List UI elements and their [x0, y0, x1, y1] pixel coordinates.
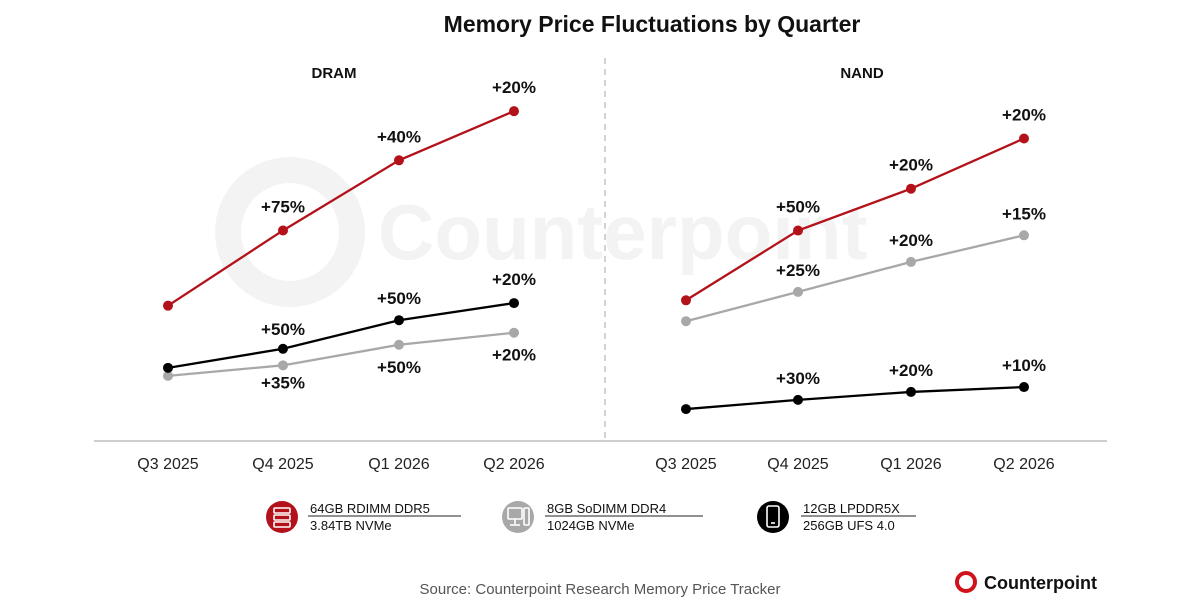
dram-black-series-data-label: +20%: [492, 270, 536, 289]
dram-black-series-point: [278, 343, 288, 354]
nand-black-series-line: [685, 385, 1025, 411]
nand-black-series-data-label: +20%: [889, 361, 933, 380]
legend-label-primary: 64GB RDIMM DDR5: [310, 501, 430, 516]
source-note: Source: Counterpoint Research Memory Pri…: [420, 581, 781, 598]
nand-red-series-data-label: +50%: [776, 198, 820, 217]
dram-red-series-point: [278, 225, 288, 236]
legend-label-secondary: 256GB UFS 4.0: [803, 518, 895, 533]
dram-gray-series-point: [163, 370, 173, 381]
dram-red-series-data-label: +20%: [492, 78, 536, 97]
dram-black-series-point: [394, 315, 404, 326]
dram-tick-label: Q3 2025: [137, 456, 198, 473]
nand-red-series-point: [906, 183, 916, 194]
dram-black-series-data-label: +50%: [261, 320, 305, 339]
brand-logo-icon: [955, 571, 977, 593]
brand-name: Counterpoint: [984, 573, 1097, 593]
nand-red-series-data-label: +20%: [1002, 105, 1046, 124]
legend-label-secondary: 1024GB NVMe: [547, 518, 634, 533]
dram-red-series-point: [163, 300, 173, 311]
dram-gray-series-point: [394, 339, 404, 350]
legend-label-primary: 8GB SoDIMM DDR4: [547, 501, 666, 516]
nand-black-series-point: [1019, 382, 1029, 393]
legend: 64GB RDIMM DDR5 3.84TB NVMe 8GB SoDIMM D…: [266, 501, 916, 533]
nand-tick-label: Q3 2025: [655, 456, 716, 473]
server-icon: [273, 507, 291, 528]
desktop-icon: [507, 507, 530, 526]
nand-red-series-point: [793, 225, 803, 236]
nand-red-series-data-label: +20%: [889, 156, 933, 175]
dram-gray-series-line: [167, 331, 515, 378]
legend-item-rdimm: 64GB RDIMM DDR5 3.84TB NVMe: [266, 501, 461, 533]
legend-swatch: [266, 501, 298, 533]
nand-gray-series-data-label: +15%: [1002, 204, 1046, 223]
legend-item-sodimm: 8GB SoDIMM DDR4 1024GB NVMe: [502, 501, 703, 533]
watermark: Counterpoint: [215, 157, 868, 307]
dram-gray-series-point: [278, 360, 288, 371]
nand-black-series-data-label: +10%: [1002, 356, 1046, 375]
nand-gray-series-point: [681, 316, 691, 327]
dram-panel-title: DRAM: [312, 65, 357, 82]
nand-panel-title: NAND: [840, 65, 883, 82]
nand-gray-series-point: [906, 256, 916, 267]
legend-label-primary: 12GB LPDDR5X: [803, 501, 900, 516]
legend-item-lpddr: 12GB LPDDR5X 256GB UFS 4.0: [757, 501, 916, 533]
nand-tick-label: Q4 2025: [767, 456, 828, 473]
dram-black-series-line: [167, 301, 515, 369]
watermark-logo-ring: [215, 157, 365, 307]
nand-gray-series-point: [793, 286, 803, 297]
dram-gray-series-point: [509, 327, 519, 338]
dram-red-series-line: [167, 110, 515, 307]
smartphone-icon: [766, 505, 780, 528]
dram-gray-series-data-label: +50%: [377, 358, 421, 377]
watermark-text: Counterpoint: [378, 188, 868, 276]
nand-tick-label: Q2 2026: [993, 456, 1054, 473]
nand-gray-series-data-label: +25%: [776, 261, 820, 280]
nand-black-series-point: [793, 394, 803, 405]
chart-title: Memory Price Fluctuations by Quarter: [444, 11, 861, 37]
nand-black-series-point: [681, 404, 691, 415]
dram-tick-label: Q1 2026: [368, 456, 429, 473]
dram-red-series-point: [509, 106, 519, 117]
nand-gray-series-data-label: +20%: [889, 231, 933, 250]
dram-red-series-data-label: +40%: [377, 127, 421, 146]
nand-gray-series-line: [685, 234, 1025, 323]
dram-tick-label: Q2 2026: [483, 456, 544, 473]
dram-red-series-data-label: +75%: [261, 197, 305, 216]
brand-logo: Counterpoint: [955, 571, 1097, 593]
dram-plot: +75% +40% +20% +35% +50% +20% +50% +50% +20%: [163, 78, 536, 392]
nand-plot: +50% +20% +20% +25% +20% +15% +30% +20% +10%: [681, 105, 1046, 415]
dram-black-series-data-label: +50%: [377, 289, 421, 308]
dram-black-series-point: [163, 362, 173, 373]
legend-swatch: [757, 501, 789, 533]
dram-gray-series-data-label: +35%: [261, 373, 305, 392]
nand-red-series-point: [681, 295, 691, 306]
dram-gray-series-data-label: +20%: [492, 346, 536, 365]
nand-gray-series-point: [1019, 230, 1029, 241]
nand-tick-label: Q1 2026: [880, 456, 941, 473]
legend-label-secondary: 3.84TB NVMe: [310, 518, 392, 533]
dram-red-series-point: [394, 155, 404, 166]
nand-red-series-point: [1019, 133, 1029, 144]
nand-black-series-data-label: +30%: [776, 369, 820, 388]
nand-red-series-line: [685, 137, 1025, 302]
dram-tick-label: Q4 2025: [252, 456, 313, 473]
dram-black-series-point: [509, 298, 519, 309]
nand-black-series-point: [906, 386, 916, 397]
